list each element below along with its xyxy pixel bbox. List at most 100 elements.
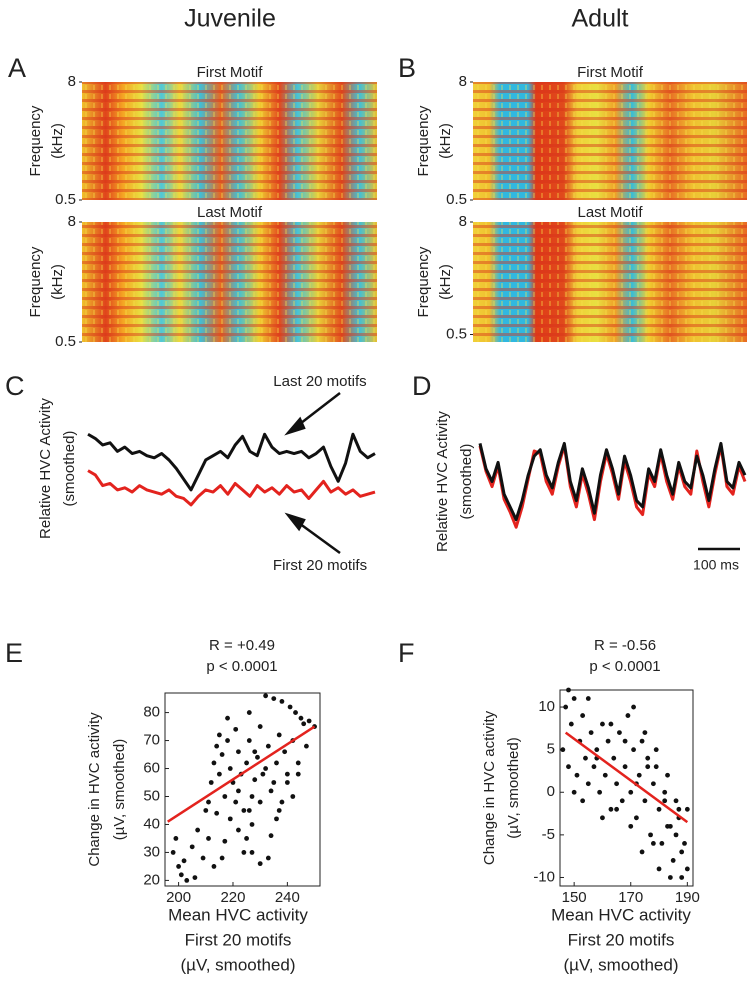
y-axis-label: (kHz) [49,123,66,159]
scatter-point [284,780,290,785]
scatter-point [216,732,222,738]
trace [478,441,747,522]
scatter-point [211,864,217,869]
scatter-point [600,815,605,821]
y-tick-label: 8 [68,213,76,230]
stat-label: p < 0.0001 [589,658,660,675]
stat-label: R = +0.49 [209,637,275,654]
scatter-point [667,875,673,880]
scatter-point [645,755,651,761]
y-axis-label: Relative HVC Activity [434,411,451,552]
column-title: Juvenile [184,5,276,33]
scatter-point [639,849,645,855]
scatter-point [257,724,263,729]
scatter-point [246,808,252,813]
scatter-point [560,747,566,753]
scatter-point [602,772,608,778]
scatter-point [628,823,634,829]
y-tick-label: 0 [547,783,555,800]
scatter-point [206,799,211,805]
scatter-point [670,858,676,863]
scatter-point [274,816,279,822]
scatter-point [662,789,668,795]
y-axis-label: (µV, smoothed) [111,739,128,840]
y-axis-label: Relative HVC Activity [37,398,54,539]
scatter-point [263,766,269,771]
y-tick-label: 10 [538,698,555,715]
scatter-point [605,738,611,744]
scatter-point [594,747,600,753]
scatter-point [181,858,187,864]
scatter-point [306,718,312,724]
scatter-point [679,875,685,880]
y-tick-label: 30 [143,843,160,860]
panel-title: First Motif [197,64,264,81]
scatter-point [580,713,586,718]
scatter-point [571,789,577,795]
scatter-point [244,760,249,766]
scatter-point [639,738,645,744]
scatter-point [236,827,241,833]
scatter-point [176,864,181,869]
scatter-point [622,764,628,770]
scatter-point [246,710,252,715]
scatter-point [257,799,263,805]
scatter-point [249,794,255,799]
scatter-point [645,764,651,770]
y-tick-label: 0.5 [446,325,467,342]
y-tick-label: 0.5 [55,333,76,350]
scatter-point [642,798,648,804]
scatter-point [249,850,255,855]
scatter-point [233,726,239,732]
x-tick-label: 190 [675,889,700,906]
scatter-point [216,771,222,777]
scatter-point [684,866,690,872]
scatter-point [653,747,659,753]
x-tick-label: 240 [275,889,300,906]
y-tick-label: 0.5 [446,191,467,208]
scatter-point [249,822,255,827]
scatter-point [642,730,648,736]
scatter-point [208,780,214,785]
scatter-point [566,764,571,770]
x-tick-label: 200 [166,889,191,906]
scatter-point [571,696,577,701]
scatter-point [206,836,211,841]
scatter-point [241,850,247,855]
scatter-point [665,823,670,829]
scatter-point [290,794,296,799]
scatter-point [219,855,225,861]
scatter-point [614,806,619,812]
arrowhead [284,512,306,532]
x-axis-label: (µV, smoothed) [181,955,296,974]
scatter-point [257,861,263,867]
scatter-point [268,788,274,794]
plot-frame [164,692,321,887]
y-axis-label: Frequency [415,105,432,176]
x-axis-label: Mean HVC activity [168,905,308,924]
scatter-point [214,743,220,749]
y-axis-label: Frequency [27,246,44,317]
scatter-point [255,754,260,760]
scatter-point [265,855,271,861]
panel-title: Last Motif [197,204,263,221]
panel-letter: C [5,371,25,401]
y-axis-label: Change in HVC activity [481,710,498,865]
scatter-point [236,749,241,755]
panel-letter: E [5,638,23,668]
spectrogram-texture [473,222,747,342]
scatter-point [233,799,239,805]
scatter-point [276,732,282,738]
scatter-point [614,781,619,787]
scatter-point [673,832,679,838]
y-axis-label: (kHz) [437,264,454,300]
y-tick-label: 70 [143,732,160,749]
x-axis-label: First 20 motifs [185,930,292,949]
scale-bar-label: 100 ms [693,557,739,573]
scatter-point [268,833,274,839]
scatter-point [265,743,271,749]
trace [87,432,376,492]
y-tick-label: 20 [143,871,160,888]
